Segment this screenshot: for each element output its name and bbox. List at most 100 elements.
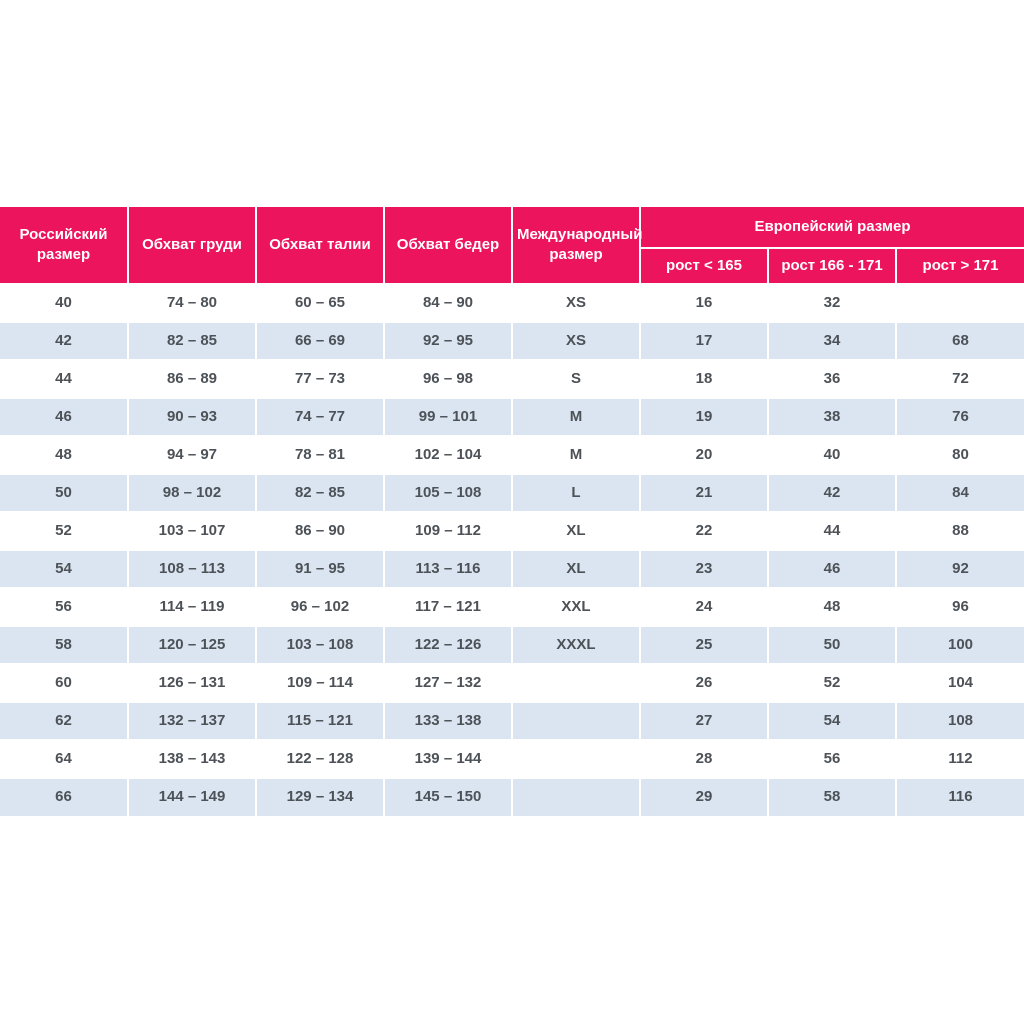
table-cell: 23 [639,549,769,589]
table-row: 48 94 – 97 78 – 81 102 – 104 M 20 40 80 [0,435,1024,475]
table-cell: 60 – 65 [255,283,385,323]
table-cell: 72 [895,359,1024,399]
table-cell: 132 – 137 [127,701,257,741]
table-cell: 52 [767,663,897,703]
table-cell: 42 [0,321,129,361]
table-cell: 112 [895,739,1024,779]
table-cell: 76 [895,397,1024,437]
table-row: 50 98 – 102 82 – 85 105 – 108 L 21 42 84 [0,473,1024,513]
table-cell: XL [511,511,641,551]
table-cell: M [511,397,641,437]
table-cell: 120 – 125 [127,625,257,665]
table-cell [511,701,641,741]
table-cell: 58 [0,625,129,665]
table-cell: 90 – 93 [127,397,257,437]
table-cell [895,283,1024,323]
table-cell: 82 – 85 [255,473,385,513]
table-cell: 28 [639,739,769,779]
table-cell: 92 – 95 [383,321,513,361]
table-cell: 116 [895,777,1024,816]
col-subheader-height-lt-165: рост < 165 [640,247,769,285]
table-cell: S [511,359,641,399]
table-cell: 56 [0,587,129,627]
table-row: 46 90 – 93 74 – 77 99 – 101 M 19 38 76 [0,397,1024,437]
table-cell: M [511,435,641,475]
table-cell [511,777,641,816]
table-cell: 62 [0,701,129,741]
table-cell: 46 [767,549,897,589]
table-cell: 48 [0,435,129,475]
table-row: 52 103 – 107 86 – 90 109 – 112 XL 22 44 88 [0,511,1024,551]
table-cell: XXXL [511,625,641,665]
table-cell: XXL [511,587,641,627]
table-row: 62 132 – 137 115 – 121 133 – 138 27 54 108 [0,701,1024,741]
table-cell: 38 [767,397,897,437]
table-cell: 50 [767,625,897,665]
table-cell: 133 – 138 [383,701,513,741]
table-header: Российский размер Обхват груди Обхват та… [0,207,1024,285]
table-cell: 54 [0,549,129,589]
table-cell: 122 – 126 [383,625,513,665]
table-cell: 103 – 107 [127,511,257,551]
table-cell: 86 – 89 [127,359,257,399]
table-cell: 48 [767,587,897,627]
table-cell [511,739,641,779]
col-header-waist: Обхват талии [255,207,385,285]
table-cell: 109 – 112 [383,511,513,551]
table-cell: 114 – 119 [127,587,257,627]
table-cell: L [511,473,641,513]
table-cell: 66 – 69 [255,321,385,361]
table-cell: XS [511,321,641,361]
table-cell: 91 – 95 [255,549,385,589]
table-cell: 54 [767,701,897,741]
table-cell: 24 [639,587,769,627]
table-cell: XS [511,283,641,323]
table-cell: 138 – 143 [127,739,257,779]
table-cell: 127 – 132 [383,663,513,703]
table-cell: 26 [639,663,769,703]
table-cell: 115 – 121 [255,701,385,741]
table-cell: 17 [639,321,769,361]
table-cell: 16 [639,283,769,323]
table-cell: 42 [767,473,897,513]
col-header-international-size: Международный размер [511,207,642,285]
table-cell: 77 – 73 [255,359,385,399]
table-cell: 36 [767,359,897,399]
table-cell: 139 – 144 [383,739,513,779]
table-cell: 122 – 128 [255,739,385,779]
table-cell: 84 – 90 [383,283,513,323]
table-cell [511,663,641,703]
table-cell: 22 [639,511,769,551]
table-row: 56 114 – 119 96 – 102 117 – 121 XXL 24 48 96 [0,587,1024,627]
table-cell: 129 – 134 [255,777,385,816]
table-cell: 74 – 80 [127,283,257,323]
table-cell: 20 [639,435,769,475]
table-cell: XL [511,549,641,589]
table-cell: 34 [767,321,897,361]
size-chart-table: Российский размер Обхват груди Обхват та… [0,207,1024,816]
col-subheader-height-gt-171: рост > 171 [895,247,1024,285]
col-header-russian-size: Российский размер [0,207,129,285]
table-cell: 21 [639,473,769,513]
table-cell: 102 – 104 [383,435,513,475]
table-cell: 105 – 108 [383,473,513,513]
table-cell: 56 [767,739,897,779]
table-row: 64 138 – 143 122 – 128 139 – 144 28 56 112 [0,739,1024,779]
table-cell: 104 [895,663,1024,703]
table-cell: 46 [0,397,129,437]
col-header-hips: Обхват бедер [383,207,513,285]
table-cell: 113 – 116 [383,549,513,589]
table-cell: 82 – 85 [127,321,257,361]
table-cell: 25 [639,625,769,665]
table-row: 58 120 – 125 103 – 108 122 – 126 XXXL 25 50 100 [0,625,1024,665]
table-cell: 80 [895,435,1024,475]
table-cell: 19 [639,397,769,437]
table-cell: 144 – 149 [127,777,257,816]
table-cell: 86 – 90 [255,511,385,551]
table-cell: 60 [0,663,129,703]
table-cell: 66 [0,777,129,816]
col-group-european-size: Европейский размер [639,207,1024,249]
table-cell: 18 [639,359,769,399]
table-row: 54 108 – 113 91 – 95 113 – 116 XL 23 46 92 [0,549,1024,589]
table-row: 42 82 – 85 66 – 69 92 – 95 XS 17 34 68 [0,321,1024,361]
